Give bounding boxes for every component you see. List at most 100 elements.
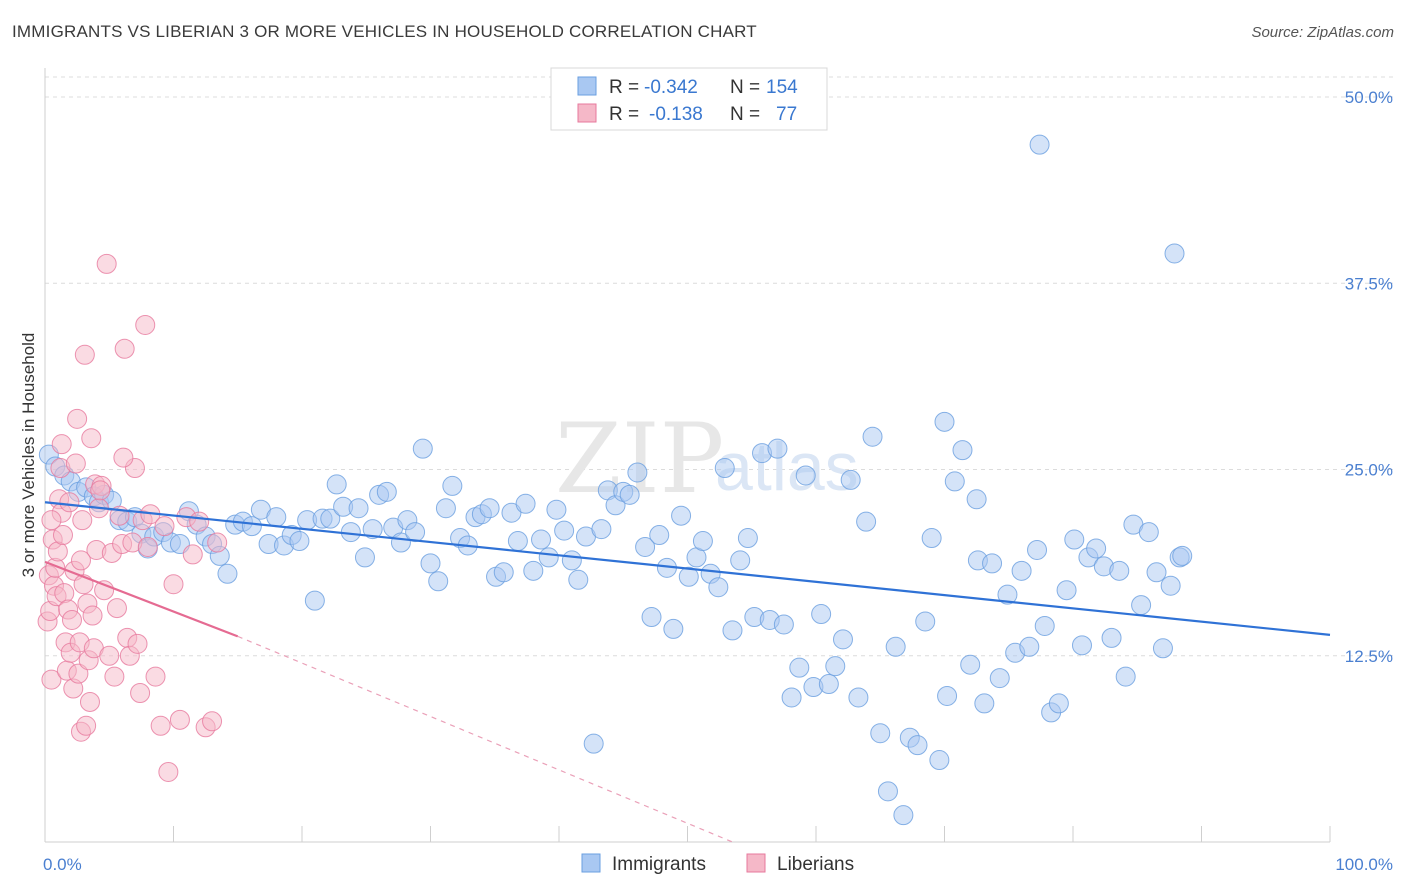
immigrants-point <box>722 620 743 641</box>
immigrants-point <box>362 519 383 540</box>
immigrants-point <box>1048 693 1069 714</box>
immigrants-point <box>1034 615 1055 636</box>
immigrants-point <box>354 547 375 568</box>
immigrants-point <box>591 519 612 540</box>
immigrants-point <box>304 590 325 611</box>
immigrants-point <box>1064 529 1085 550</box>
liberians-point <box>72 510 93 531</box>
immigrants-point <box>692 531 713 552</box>
immigrants-point <box>714 458 735 479</box>
immigrants-point <box>773 614 794 635</box>
immigrants-point <box>1029 134 1050 155</box>
immigrants-point <box>1146 562 1167 583</box>
immigrants-point <box>649 525 670 546</box>
legend-r-label-liberians: R = <box>609 104 639 125</box>
chart-source: Source: ZipAtlas.com <box>1251 24 1394 41</box>
watermark: ZIP atlas <box>555 403 859 515</box>
legend-n-label-liberians: N = <box>730 104 760 125</box>
liberians-point <box>202 711 223 732</box>
immigrants-point <box>428 571 449 592</box>
watermark-atlas: atlas <box>715 429 859 505</box>
liberians-point <box>65 453 86 474</box>
immigrants-point <box>442 475 463 496</box>
immigrants-point <box>412 438 433 459</box>
immigrants-point <box>840 469 861 490</box>
immigrants-point <box>767 438 788 459</box>
bottom-legend-swatch-immigrants <box>581 853 601 873</box>
immigrants-point <box>1160 575 1181 596</box>
immigrants-point <box>737 528 758 549</box>
immigrants-point <box>966 489 987 510</box>
immigrants-point <box>1172 545 1193 566</box>
liberians-point <box>137 536 158 557</box>
y-axis-label: 3 or more Vehicles in Household <box>19 333 38 578</box>
immigrants-point <box>1027 539 1048 560</box>
legend-swatch-liberians <box>577 103 597 123</box>
bottom-legend-label-liberians: Liberians <box>777 854 854 875</box>
immigrants-point <box>635 536 656 557</box>
immigrants-point <box>952 440 973 461</box>
liberians-point <box>54 583 75 604</box>
immigrants-point <box>1019 636 1040 657</box>
liberians-point <box>135 314 156 335</box>
immigrants-point <box>789 657 810 678</box>
bottom-legend: Immigrants Liberians <box>581 853 854 875</box>
legend-r-value-immigrants: -0.342 <box>644 77 698 98</box>
immigrants-point <box>921 528 942 549</box>
immigrants-point <box>420 553 441 574</box>
chart-title: IMMIGRANTS VS LIBERIAN 3 OR MORE VEHICLE… <box>12 22 757 41</box>
immigrants-point <box>1086 538 1107 559</box>
immigrants-point <box>217 563 238 584</box>
legend-swatch-immigrants <box>577 76 597 96</box>
immigrants-point <box>538 547 559 568</box>
immigrants-point <box>507 531 528 552</box>
liberians-point <box>154 516 175 537</box>
legend-n-value-immigrants: 154 <box>766 77 798 98</box>
liberians-point <box>127 633 148 654</box>
liberians-point <box>74 344 95 365</box>
liberians-point <box>99 645 120 666</box>
immigrants-point <box>568 569 589 590</box>
immigrants-point <box>405 522 426 543</box>
liberians-point <box>79 691 100 712</box>
immigrants-point <box>326 474 347 495</box>
liberians-point <box>61 609 82 630</box>
liberians-point <box>145 666 166 687</box>
immigrants-point <box>818 674 839 695</box>
liberians-point <box>130 683 151 703</box>
immigrants-trend-line <box>44 501 1331 636</box>
liberians-point <box>67 408 88 429</box>
immigrants-point <box>561 550 582 571</box>
immigrants-point <box>832 629 853 650</box>
immigrants-point <box>435 498 456 519</box>
immigrants-point <box>671 505 692 526</box>
immigrants-point <box>479 498 500 519</box>
liberians-point <box>114 338 135 359</box>
immigrants-point <box>501 502 522 523</box>
immigrants-point <box>937 685 958 706</box>
legend-box: R = -0.342 N = 154 R = -0.138 N = 77 <box>550 67 828 131</box>
liberians-point <box>59 492 80 513</box>
y-tick-label: 25.0% <box>1345 461 1393 480</box>
liberians-point <box>90 480 111 501</box>
immigrants-point <box>1152 638 1173 659</box>
liberians-point <box>82 605 103 626</box>
immigrants-point <box>907 735 928 756</box>
immigrants-point <box>934 411 955 432</box>
immigrants-point <box>289 531 310 552</box>
y-tick-label: 37.5% <box>1345 274 1393 293</box>
immigrants-point <box>1115 666 1136 687</box>
immigrants-point <box>877 781 898 802</box>
legend-r-value-liberians: -0.138 <box>649 104 703 125</box>
liberians-point <box>113 447 134 468</box>
liberians-point <box>94 580 115 601</box>
immigrants-point <box>944 471 965 492</box>
immigrants-point <box>730 550 751 571</box>
immigrants-point <box>929 750 950 771</box>
immigrants-point <box>627 462 648 483</box>
immigrants-point <box>960 654 981 675</box>
immigrants-point <box>531 529 552 550</box>
immigrants-point <box>641 607 662 628</box>
immigrants-point <box>974 693 995 714</box>
